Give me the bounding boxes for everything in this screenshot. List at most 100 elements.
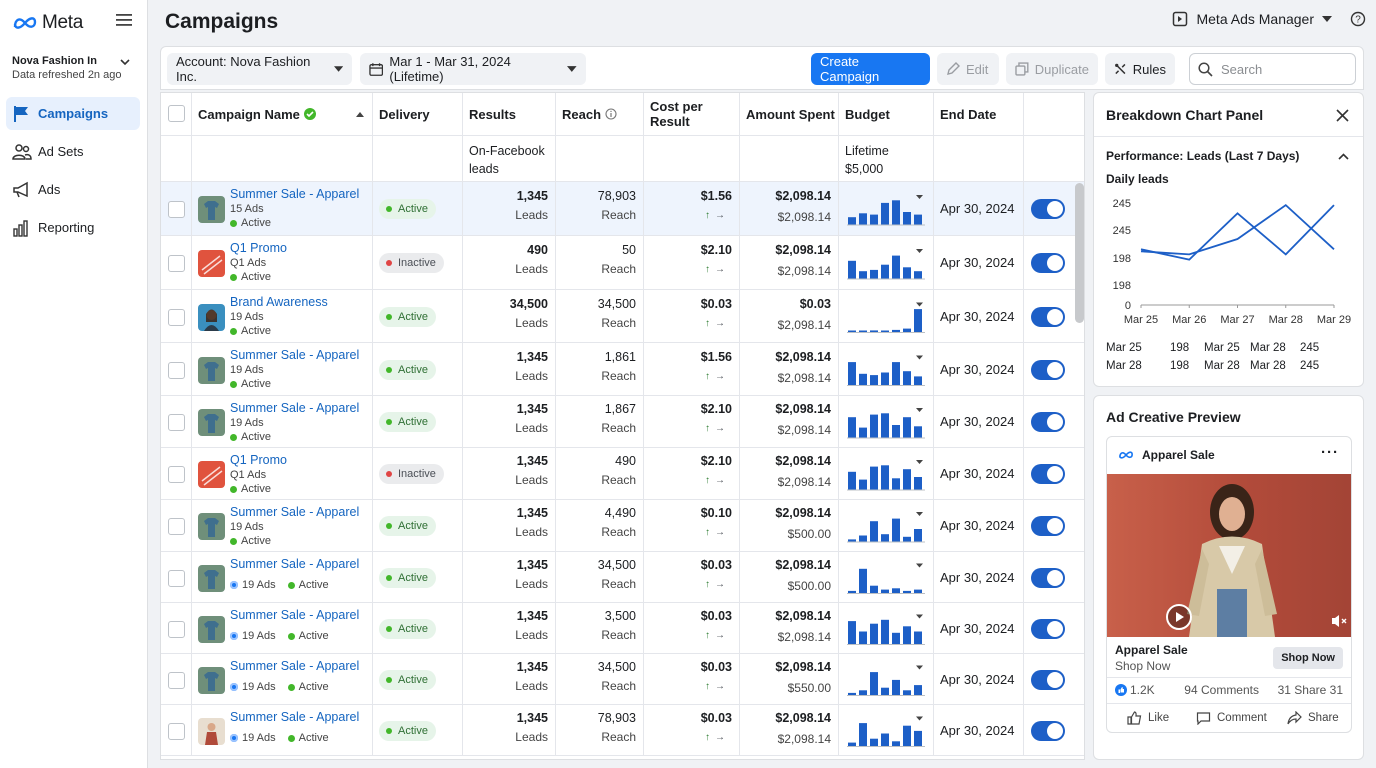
- like-button[interactable]: Like: [1127, 711, 1169, 725]
- row-checkbox[interactable]: [168, 722, 185, 740]
- col-campaign-name[interactable]: Campaign Name: [192, 93, 373, 135]
- row-checkbox[interactable]: [168, 518, 185, 535]
- table-row[interactable]: Summer Sale - Apparel 19 Ads Active Active 1…: [161, 552, 1084, 603]
- campaign-name-link[interactable]: Summer Sale - Apparel: [230, 505, 360, 519]
- share-button[interactable]: Share: [1287, 711, 1339, 725]
- sort-asc-icon[interactable]: [356, 112, 364, 117]
- budget-sparkline[interactable]: [839, 705, 929, 756]
- sparkline-menu-icon[interactable]: [916, 716, 923, 721]
- shop-now-button[interactable]: Shop Now: [1273, 647, 1343, 669]
- sparkline-menu-icon[interactable]: [916, 665, 923, 670]
- campaign-name-link[interactable]: Summer Sale - Apparel: [230, 348, 360, 362]
- product-switcher[interactable]: Meta Ads Manager ?: [1172, 11, 1366, 27]
- create-campaign-button[interactable]: Create Campaign: [811, 53, 930, 85]
- sparkline-menu-icon[interactable]: [916, 614, 923, 619]
- budget-sparkline[interactable]: [839, 396, 929, 448]
- account-select[interactable]: Account: Nova Fashion Inc.: [167, 53, 352, 85]
- campaign-name-link[interactable]: Summer Sale - Apparel: [230, 401, 360, 415]
- sparkline-menu-icon[interactable]: [916, 563, 923, 568]
- sparkline-menu-icon[interactable]: [916, 512, 923, 516]
- budget-sparkline[interactable]: [839, 654, 929, 705]
- mute-icon[interactable]: [1331, 614, 1347, 628]
- budget-sparkline[interactable]: [839, 343, 929, 396]
- row-checkbox[interactable]: [168, 466, 185, 483]
- sparkline-menu-icon[interactable]: [916, 355, 923, 360]
- col-end-date[interactable]: End Date: [934, 93, 1024, 135]
- sidebar-item-ads[interactable]: Ads: [6, 173, 140, 206]
- table-row[interactable]: Summer Sale - Apparel 15 Ads Active Active 1…: [161, 182, 1084, 236]
- row-checkbox[interactable]: [168, 255, 185, 272]
- campaign-toggle[interactable]: [1031, 669, 1065, 690]
- row-checkbox[interactable]: [168, 201, 185, 218]
- info-icon[interactable]: [605, 108, 617, 120]
- campaign-toggle[interactable]: [1031, 359, 1065, 380]
- budget-sparkline[interactable]: [839, 236, 929, 290]
- select-all-checkbox[interactable]: [168, 105, 185, 122]
- sidebar-item-campaigns[interactable]: Campaigns: [6, 97, 140, 130]
- sidebar-item-reporting[interactable]: Reporting: [6, 211, 140, 244]
- performance-section-title[interactable]: Performance: Leads (Last 7 Days): [1106, 149, 1300, 163]
- campaign-name-link[interactable]: Q1 Promo: [230, 241, 287, 255]
- close-icon[interactable]: [1336, 109, 1349, 122]
- rules-button[interactable]: Rules: [1105, 53, 1175, 85]
- more-options-icon[interactable]: ···: [1321, 444, 1339, 461]
- table-row[interactable]: Summer Sale - Apparel 19 Ads Active Active 1…: [161, 705, 1084, 756]
- row-checkbox[interactable]: [168, 361, 185, 379]
- campaign-toggle[interactable]: [1031, 253, 1065, 273]
- campaign-name-link[interactable]: Summer Sale - Apparel: [230, 608, 360, 622]
- campaign-toggle[interactable]: [1031, 567, 1065, 588]
- table-row[interactable]: Summer Sale - Apparel 19 Ads Active Active 1…: [161, 396, 1084, 448]
- table-scrollbar[interactable]: [1075, 183, 1084, 323]
- campaign-toggle[interactable]: [1031, 199, 1065, 219]
- budget-sparkline[interactable]: [839, 552, 929, 603]
- campaign-name-link[interactable]: Summer Sale - Apparel: [230, 187, 360, 201]
- duplicate-button[interactable]: Duplicate: [1006, 53, 1098, 85]
- col-reach[interactable]: Reach: [556, 93, 644, 135]
- date-range-picker[interactable]: Mar 1 - Mar 31, 2024 (Lifetime): [360, 53, 586, 85]
- campaign-toggle[interactable]: [1031, 618, 1065, 639]
- sparkline-menu-icon[interactable]: [916, 249, 923, 253]
- col-budget[interactable]: Budget: [839, 93, 934, 135]
- table-row[interactable]: Q1 Promo Q1 Ads Active Inactive 1,345 Leads 49…: [161, 448, 1084, 500]
- table-row[interactable]: Summer Sale - Apparel 19 Ads Active Active 1…: [161, 654, 1084, 705]
- table-row[interactable]: Brand Awareness 19 Ads Active Active 34,500 L…: [161, 290, 1084, 343]
- campaign-name-link[interactable]: Summer Sale - Apparel: [230, 659, 360, 673]
- campaign-toggle[interactable]: [1031, 464, 1065, 484]
- campaign-name-link[interactable]: Q1 Promo: [230, 453, 287, 467]
- shares-count[interactable]: 31 Share 31: [1277, 683, 1343, 697]
- campaign-toggle[interactable]: [1031, 412, 1065, 432]
- budget-sparkline[interactable]: [839, 290, 929, 343]
- table-row[interactable]: Summer Sale - Apparel 19 Ads Active Active 1…: [161, 500, 1084, 552]
- col-cost-per-result[interactable]: Cost per Result: [644, 93, 740, 135]
- help-icon[interactable]: ?: [1350, 11, 1366, 27]
- row-checkbox[interactable]: [168, 569, 185, 587]
- campaign-name-link[interactable]: Summer Sale - Apparel: [230, 710, 360, 724]
- edit-button[interactable]: Edit: [937, 53, 999, 85]
- row-checkbox[interactable]: [168, 620, 185, 638]
- sparkline-menu-icon[interactable]: [916, 302, 923, 307]
- sparkline-menu-icon[interactable]: [916, 460, 923, 464]
- sparkline-menu-icon[interactable]: [916, 408, 923, 412]
- row-checkbox[interactable]: [168, 308, 185, 326]
- account-switcher[interactable]: Nova Fashion In Data refreshed 2n ago: [12, 55, 142, 81]
- sparkline-menu-icon[interactable]: [916, 195, 923, 199]
- table-row[interactable]: Summer Sale - Apparel 19 Ads Active Active 1…: [161, 343, 1084, 396]
- campaign-name-link[interactable]: Summer Sale - Apparel: [230, 557, 360, 571]
- search-input[interactable]: Search: [1189, 53, 1356, 85]
- table-row[interactable]: Summer Sale - Apparel 19 Ads Active Active 1…: [161, 603, 1084, 654]
- row-checkbox[interactable]: [168, 671, 185, 689]
- campaign-toggle[interactable]: [1031, 306, 1065, 327]
- row-checkbox[interactable]: [168, 414, 185, 431]
- budget-sparkline[interactable]: [839, 182, 929, 236]
- col-results[interactable]: Results: [463, 93, 556, 135]
- ad-image[interactable]: [1107, 474, 1351, 637]
- campaign-name-link[interactable]: Brand Awareness: [230, 295, 328, 309]
- comments-count[interactable]: 94 Comments: [1184, 683, 1259, 697]
- like-count[interactable]: 1.2K: [1115, 683, 1155, 697]
- col-delivery[interactable]: Delivery: [373, 93, 463, 135]
- hamburger-menu-icon[interactable]: [116, 13, 132, 27]
- col-amount-spent[interactable]: Amount Spent: [740, 93, 839, 135]
- campaign-toggle[interactable]: [1031, 720, 1065, 741]
- budget-sparkline[interactable]: [839, 448, 929, 500]
- table-row[interactable]: Q1 Promo Q1 Ads Active Inactive 490 Leads 50 Re…: [161, 236, 1084, 290]
